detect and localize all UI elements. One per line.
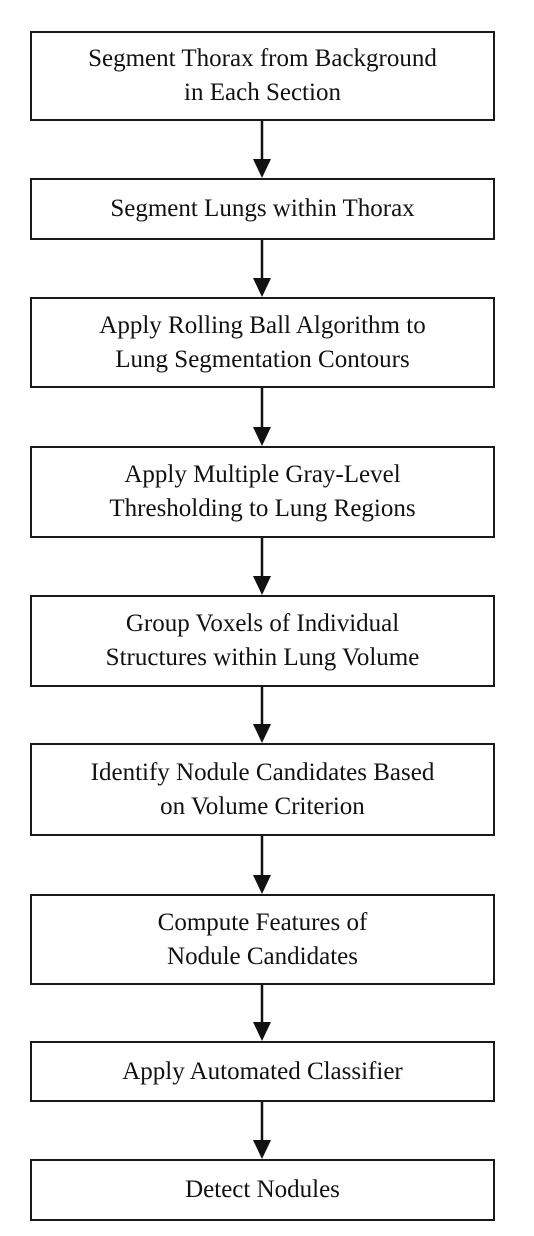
step-segment-thorax: Segment Thorax from Background in Each S… bbox=[30, 31, 495, 121]
step-compute-features: Compute Features of Nodule Candidates bbox=[30, 894, 495, 985]
down-arrow-icon bbox=[250, 687, 274, 743]
step-apply-classifier: Apply Automated Classifier bbox=[30, 1041, 495, 1102]
step-group-voxels: Group Voxels of Individual Structures wi… bbox=[30, 595, 495, 687]
down-arrow-icon bbox=[250, 985, 274, 1041]
down-arrow-icon bbox=[250, 538, 274, 595]
step-label: Identify Nodule Candidates Based on Volu… bbox=[90, 758, 435, 820]
step-label: Segment Thorax from Background in Each S… bbox=[88, 45, 437, 106]
step-identify-candidates: Identify Nodule Candidates Based on Volu… bbox=[30, 743, 495, 836]
step-label: Apply Rolling Ball Algorithm to Lung Seg… bbox=[99, 311, 426, 373]
step-label: Group Voxels of Individual Structures wi… bbox=[105, 610, 420, 671]
down-arrow-icon bbox=[250, 121, 274, 178]
step-label: Apply Automated Classifier bbox=[122, 1057, 403, 1085]
step-label: Detect Nodules bbox=[185, 1176, 340, 1203]
step-label: Compute Features of Nodule Candidates bbox=[157, 908, 368, 970]
step-rolling-ball: Apply Rolling Ball Algorithm to Lung Seg… bbox=[30, 297, 495, 388]
step-label: Segment Lungs within Thorax bbox=[110, 195, 415, 222]
down-arrow-icon bbox=[250, 836, 274, 894]
down-arrow-icon bbox=[250, 1102, 274, 1159]
step-segment-lungs: Segment Lungs within Thorax bbox=[30, 178, 495, 240]
step-detect-nodules: Detect Nodules bbox=[30, 1159, 495, 1221]
step-label: Apply Multiple Gray-Level Thresholding t… bbox=[109, 461, 416, 522]
down-arrow-icon bbox=[250, 240, 274, 297]
down-arrow-icon bbox=[250, 388, 274, 446]
step-gray-level-thresholding: Apply Multiple Gray-Level Thresholding t… bbox=[30, 446, 495, 538]
